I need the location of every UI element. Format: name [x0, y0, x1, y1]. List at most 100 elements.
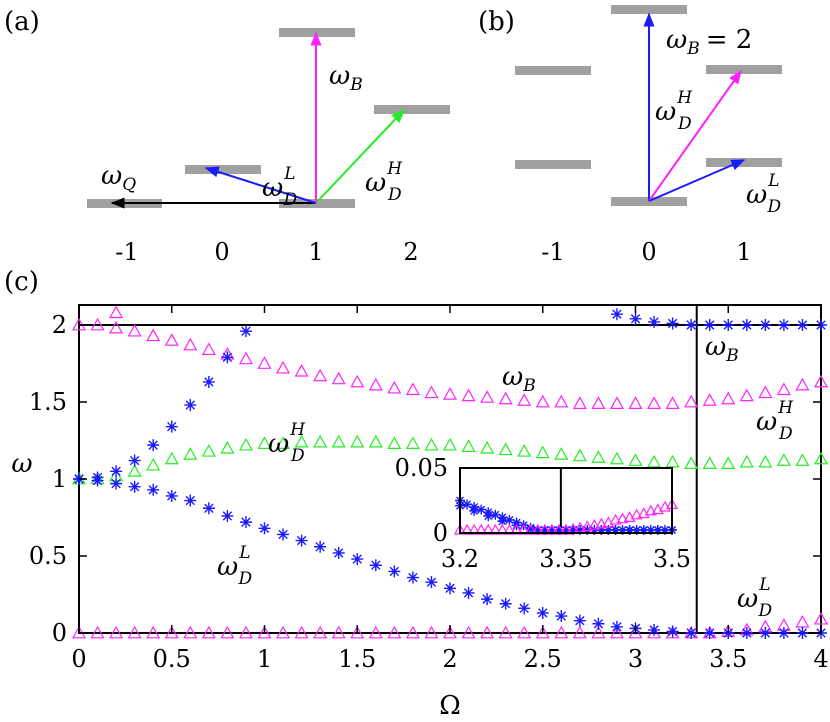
data-point-triangle: [368, 434, 383, 448]
level-b-0-low: [611, 197, 687, 206]
data-point-triangle: [517, 393, 532, 406]
data-point-triangle: [535, 445, 550, 459]
data-point-triangle: [684, 456, 699, 469]
data-point-triangle: [591, 450, 606, 463]
x-tick-label: 0: [71, 645, 86, 673]
data-point-star: [666, 317, 679, 330]
data-point-star: [165, 420, 178, 433]
data-point-triangle: [628, 625, 643, 639]
y-axis-label: ω: [11, 449, 32, 479]
data-point-triangle: [387, 436, 402, 449]
data-point-star: [740, 627, 753, 639]
curve-label-omega-dh: ωH D: [268, 420, 306, 466]
omega-dh-label: ωH D: [365, 159, 403, 205]
data-point-triangle: [201, 342, 216, 356]
inset-point-star: [645, 525, 656, 535]
data-point-star: [184, 399, 197, 412]
inset-point-triangle: [581, 520, 594, 532]
data-point-triangle: [665, 454, 680, 468]
data-point-star: [703, 319, 716, 331]
data-point-triangle: [424, 385, 439, 399]
data-point-triangle: [424, 437, 439, 451]
panel-b-tick: 1: [736, 238, 751, 266]
data-point-triangle: [405, 382, 420, 396]
level-b-1-low: [706, 158, 782, 167]
data-point-star: [796, 319, 809, 331]
inset-point-star: [652, 525, 663, 535]
inset-point-star: [504, 515, 515, 525]
data-point-triangle: [257, 625, 272, 639]
x-tick-label: 1: [257, 645, 272, 673]
omega-dh-label: ωH D: [655, 88, 693, 134]
inset-background: [460, 468, 672, 533]
data-point-triangle: [183, 337, 198, 351]
data-point-triangle: [220, 625, 235, 639]
omega-dh-arrow: [648, 69, 742, 202]
data-point-triangle: [795, 453, 810, 466]
data-point-triangle: [276, 360, 291, 374]
data-point-triangle: [813, 451, 829, 465]
inset-point-triangle: [616, 512, 629, 524]
inset-point-star: [603, 525, 614, 535]
data-point-star: [740, 319, 753, 331]
data-point-triangle: [609, 625, 624, 639]
data-point-triangle: [721, 456, 736, 469]
data-point-triangle: [517, 625, 532, 639]
data-point-triangle: [201, 444, 216, 457]
inset-point-triangle: [630, 508, 643, 520]
data-point-star: [796, 627, 809, 639]
data-point-star: [91, 474, 104, 487]
level-b-m1-high: [515, 66, 591, 75]
data-point-triangle: [498, 391, 513, 405]
panel-a-tick: 1: [308, 238, 323, 266]
inset-point-star: [469, 505, 480, 516]
data-point-star: [518, 602, 531, 615]
data-point-triangle: [109, 305, 124, 319]
data-point-triangle: [313, 625, 328, 639]
data-point-triangle: [294, 625, 309, 639]
data-point-triangle: [554, 447, 569, 460]
inset-point-star: [532, 525, 543, 535]
data-point-star: [202, 502, 215, 515]
panel-b-tick: 0: [641, 238, 656, 266]
panel-b-tag: (b): [478, 7, 515, 37]
data-point-triangle: [127, 464, 142, 477]
data-point-triangle: [739, 454, 754, 468]
data-point-star: [685, 627, 698, 639]
data-point-triangle: [758, 454, 773, 468]
data-point-triangle: [276, 625, 291, 639]
omega-q-label: ωQ: [101, 161, 136, 195]
data-point-star: [351, 553, 364, 566]
omega-b-label: ωB = 2: [666, 25, 752, 59]
data-point-triangle: [238, 625, 253, 639]
data-point-triangle: [795, 377, 810, 391]
inset-x-tick-label: 3.35: [539, 545, 592, 573]
y-tick-label: 2: [52, 311, 67, 339]
data-point-triangle: [238, 351, 253, 365]
data-point-triangle: [702, 393, 717, 406]
data-point-star: [239, 516, 252, 529]
data-point-star: [202, 375, 215, 388]
data-point-triangle: [609, 396, 624, 409]
series-0: [71, 305, 829, 409]
data-point-triangle: [127, 323, 142, 337]
omega-dh-arrow: [315, 108, 405, 204]
inset-point-star: [624, 525, 635, 535]
data-point-triangle: [294, 434, 309, 448]
inset-point-star: [659, 525, 670, 535]
data-point-star: [147, 483, 160, 496]
data-point-triangle: [517, 444, 532, 457]
inset-point-star: [476, 504, 487, 515]
level-a-0: [185, 165, 261, 174]
level-b-1-high: [706, 65, 782, 74]
data-point-star: [722, 319, 735, 331]
main-ticks: 0 0.5 1 1.5 2 2.5 3 3.5 4 0 0.5 1 1.5 2: [29, 305, 829, 673]
data-point-star: [592, 617, 605, 630]
x-tick-label: 1.5: [338, 645, 376, 673]
panel-c-tag: (c): [4, 267, 39, 297]
data-point-triangle: [795, 614, 810, 628]
data-point-triangle: [183, 447, 198, 460]
inset-point-star: [497, 516, 508, 527]
data-point-triangle: [554, 625, 569, 639]
